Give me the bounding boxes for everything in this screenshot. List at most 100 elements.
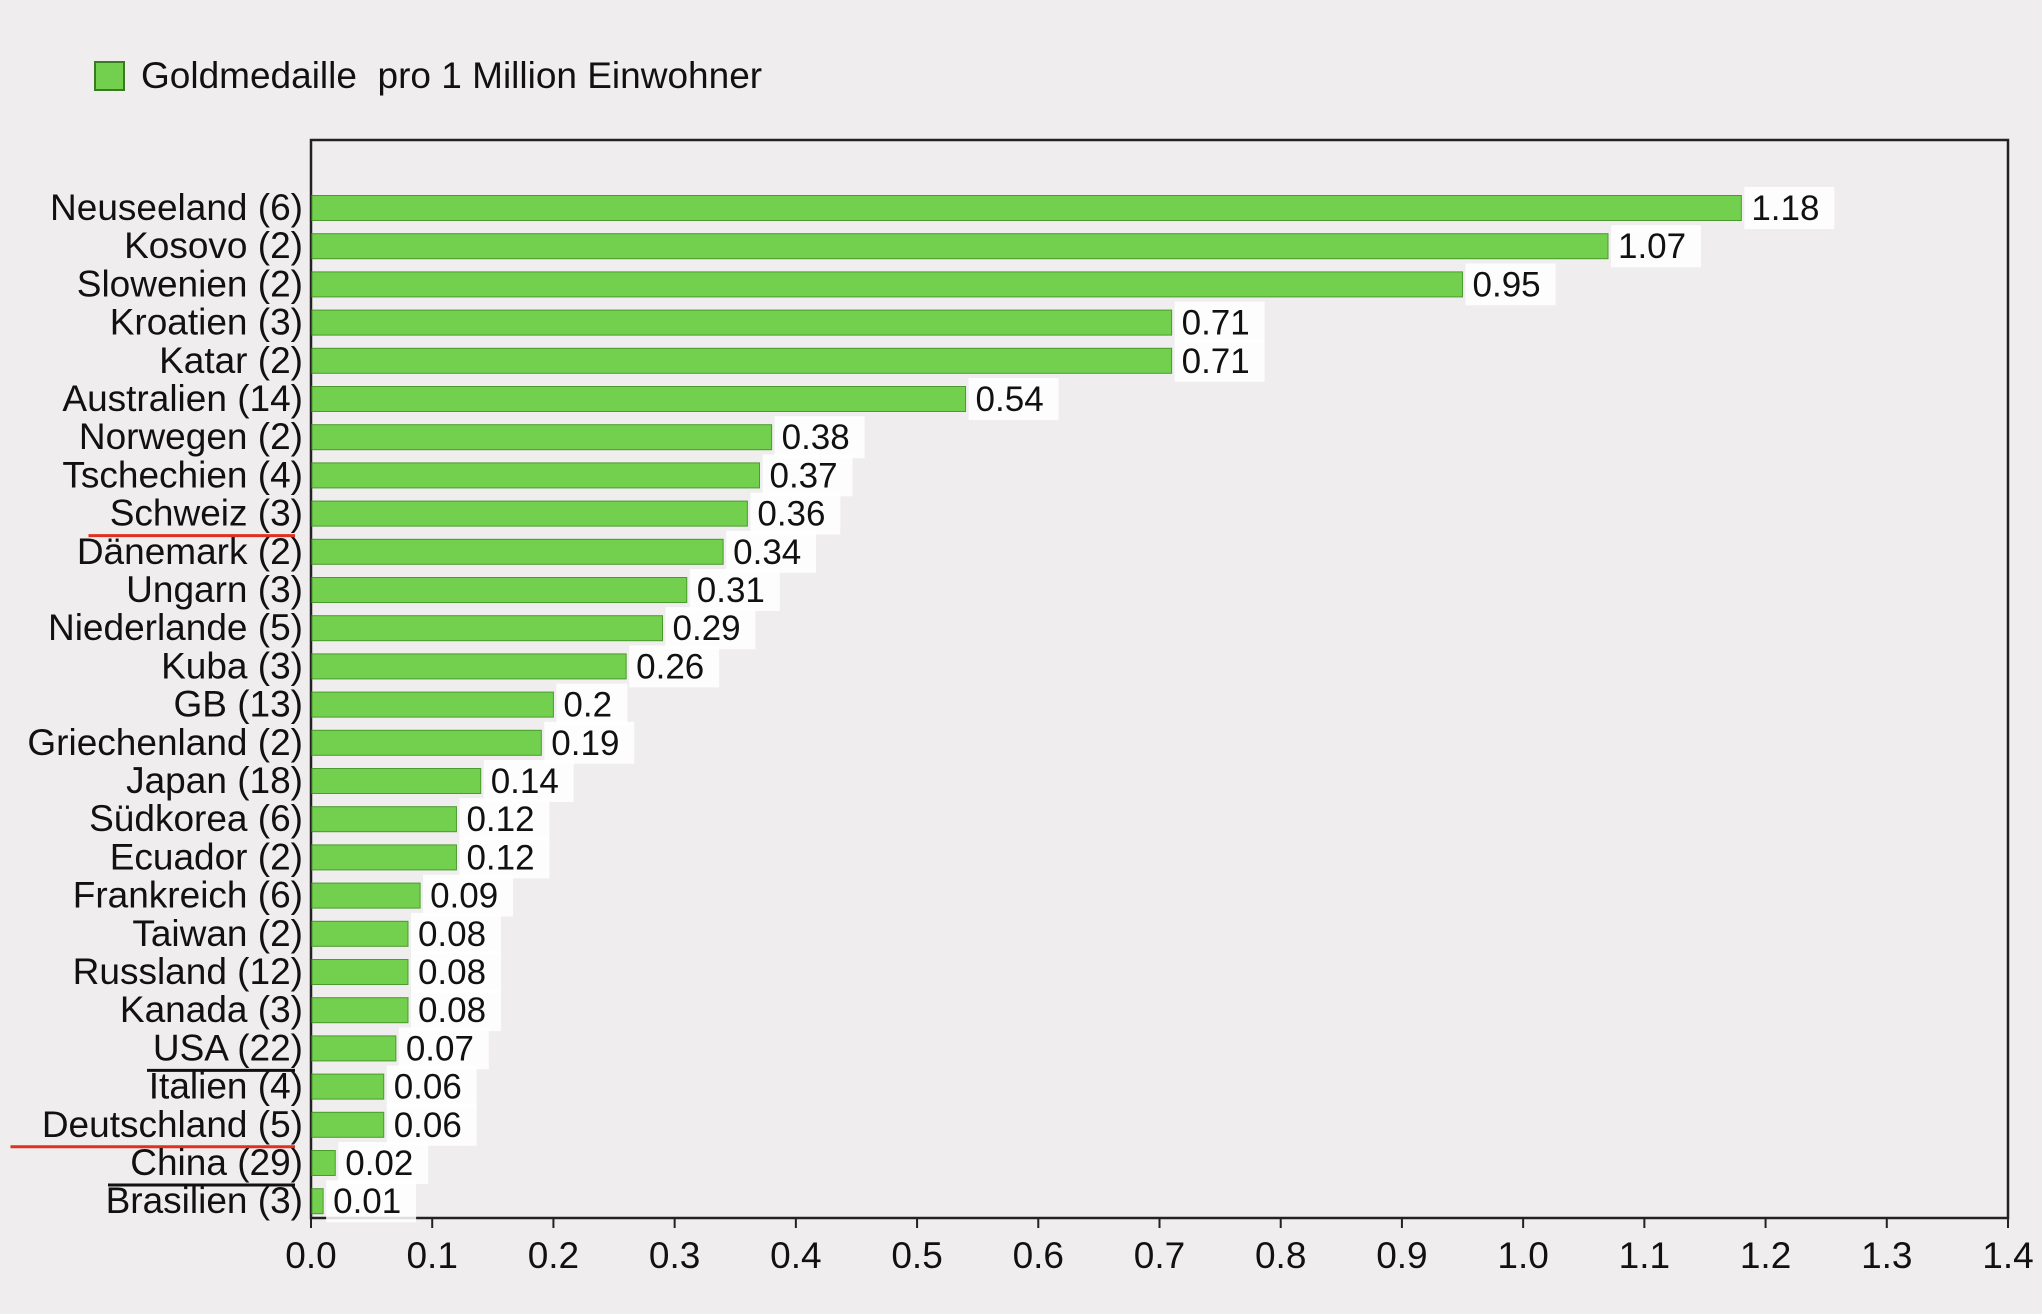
x-tick-label: 0.4: [770, 1235, 821, 1276]
bar: [311, 653, 627, 680]
category-labels-group: Neuseeland (6)Kosovo (2)Slowenien (2)Kro…: [10, 187, 303, 1221]
value-label-box: [410, 951, 501, 993]
value-label-box: [689, 569, 780, 611]
category-label: Norwegen (2): [79, 416, 303, 457]
value-labels-group: 1.18 1.07 0.95 0.710.71 0.54 0.380.370.360.34…: [326, 187, 1835, 1223]
value-label-box: [1744, 187, 1835, 229]
category-label: China (29): [130, 1142, 303, 1183]
value-label-box: [459, 836, 550, 879]
category-label: Kuba (3): [161, 645, 303, 686]
bar: [311, 959, 409, 985]
value-label-box: [762, 454, 853, 497]
category-label: Kroatien (3): [110, 302, 303, 343]
category-label: Tschechien (4): [62, 454, 303, 495]
category-label: Kanada (3): [120, 989, 303, 1030]
value-label: 0.31: [697, 571, 765, 610]
value-label: 0.09: [430, 877, 498, 916]
value-label: 0.38: [782, 418, 850, 457]
x-tick-label: 0.6: [1013, 1235, 1064, 1276]
value-label: 0.37: [769, 456, 837, 495]
bar: [311, 386, 967, 412]
category-label: Ungarn (3): [126, 569, 303, 610]
value-label-box: [410, 912, 501, 955]
value-label-box: [556, 683, 628, 726]
category-label: Katar (2): [159, 340, 303, 381]
value-label: 0.29: [673, 609, 741, 648]
category-label: Russland (12): [73, 951, 303, 992]
bar: [311, 462, 760, 489]
bar: [311, 347, 1173, 374]
value-label-box: [665, 607, 756, 650]
value-label: 0.2: [563, 686, 612, 725]
category-label: Dänemark (2): [77, 531, 303, 572]
value-label: 0.02: [345, 1144, 413, 1183]
value-label-box: [386, 1065, 477, 1108]
value-label-box: [410, 989, 501, 1032]
value-label-box: [1174, 339, 1265, 382]
bar: [311, 920, 409, 947]
value-label-box: [774, 416, 865, 459]
bar: [311, 691, 554, 718]
value-label: 0.26: [636, 647, 704, 686]
bar: [311, 882, 421, 909]
bar: [311, 844, 457, 871]
x-tick-label: 0.0: [285, 1235, 336, 1276]
value-label: 1.18: [1751, 189, 1819, 228]
x-tick-label: 0.9: [1376, 1235, 1427, 1276]
category-label: Slowenien (2): [77, 263, 303, 304]
category-label: Australien (14): [62, 378, 303, 419]
x-tick-label: 0.5: [891, 1235, 942, 1276]
bar: [311, 271, 1464, 298]
value-label: 0.08: [418, 915, 486, 954]
category-label: Taiwan (2): [132, 913, 303, 954]
value-label-box: [423, 874, 514, 917]
value-label: 0.07: [406, 1029, 474, 1068]
value-label-box: [483, 760, 574, 802]
x-tick-label: 0.7: [1134, 1235, 1185, 1276]
value-label-box: [968, 378, 1059, 420]
category-label: Kosovo (2): [124, 225, 303, 266]
value-label: 0.54: [976, 380, 1044, 419]
bar: [311, 424, 773, 451]
value-label-box: [544, 721, 635, 764]
value-label-box: [750, 492, 841, 535]
bar: [311, 195, 1742, 221]
x-tick-label: 1.2: [1740, 1235, 1791, 1276]
x-tick-label: 1.1: [1619, 1235, 1670, 1276]
legend-swatch: [94, 61, 125, 91]
category-label: Brasilien (3): [106, 1180, 303, 1221]
value-label: 0.12: [466, 800, 534, 839]
x-axis: 0.0 0.1 0.2 0.3 0.4 0.5 0.6 0.7 0.8 0.9 1.0 1.1 1.2 1…: [285, 1218, 2034, 1276]
bar: [311, 233, 1609, 260]
category-label: Griechenland (2): [27, 722, 303, 763]
value-label: 0.71: [1182, 304, 1250, 343]
category-label: GB (13): [173, 684, 303, 725]
value-label: 0.71: [1182, 342, 1250, 381]
bar: [311, 1073, 385, 1100]
category-label: Niederlande (5): [48, 607, 303, 648]
value-label-box: [326, 1180, 417, 1223]
bar: [311, 1188, 324, 1215]
category-label: Italien (4): [149, 1066, 303, 1107]
category-label: Ecuador (2): [110, 836, 303, 877]
legend-label: Goldmedaille pro 1 Million Einwohner: [141, 55, 762, 96]
value-label: 0.01: [333, 1182, 401, 1221]
category-label: Neuseeland (6): [50, 187, 303, 228]
value-label-box: [726, 530, 817, 573]
x-tick-label: 0.1: [406, 1235, 457, 1276]
bar: [311, 538, 724, 565]
x-tick-label: 1.0: [1497, 1235, 1548, 1276]
value-label-box: [398, 1027, 489, 1070]
category-label: Japan (18): [126, 760, 303, 801]
bar: [311, 500, 748, 527]
category-label: Südkorea (6): [89, 798, 303, 839]
x-tick-label: 0.3: [649, 1235, 700, 1276]
bars-group: [311, 195, 1742, 1215]
value-label-box: [1610, 225, 1701, 268]
bar: [311, 768, 482, 794]
bar: [311, 997, 409, 1024]
category-label: USA (22): [153, 1027, 303, 1068]
value-label: 0.12: [466, 838, 534, 877]
value-label: 0.34: [733, 533, 801, 572]
